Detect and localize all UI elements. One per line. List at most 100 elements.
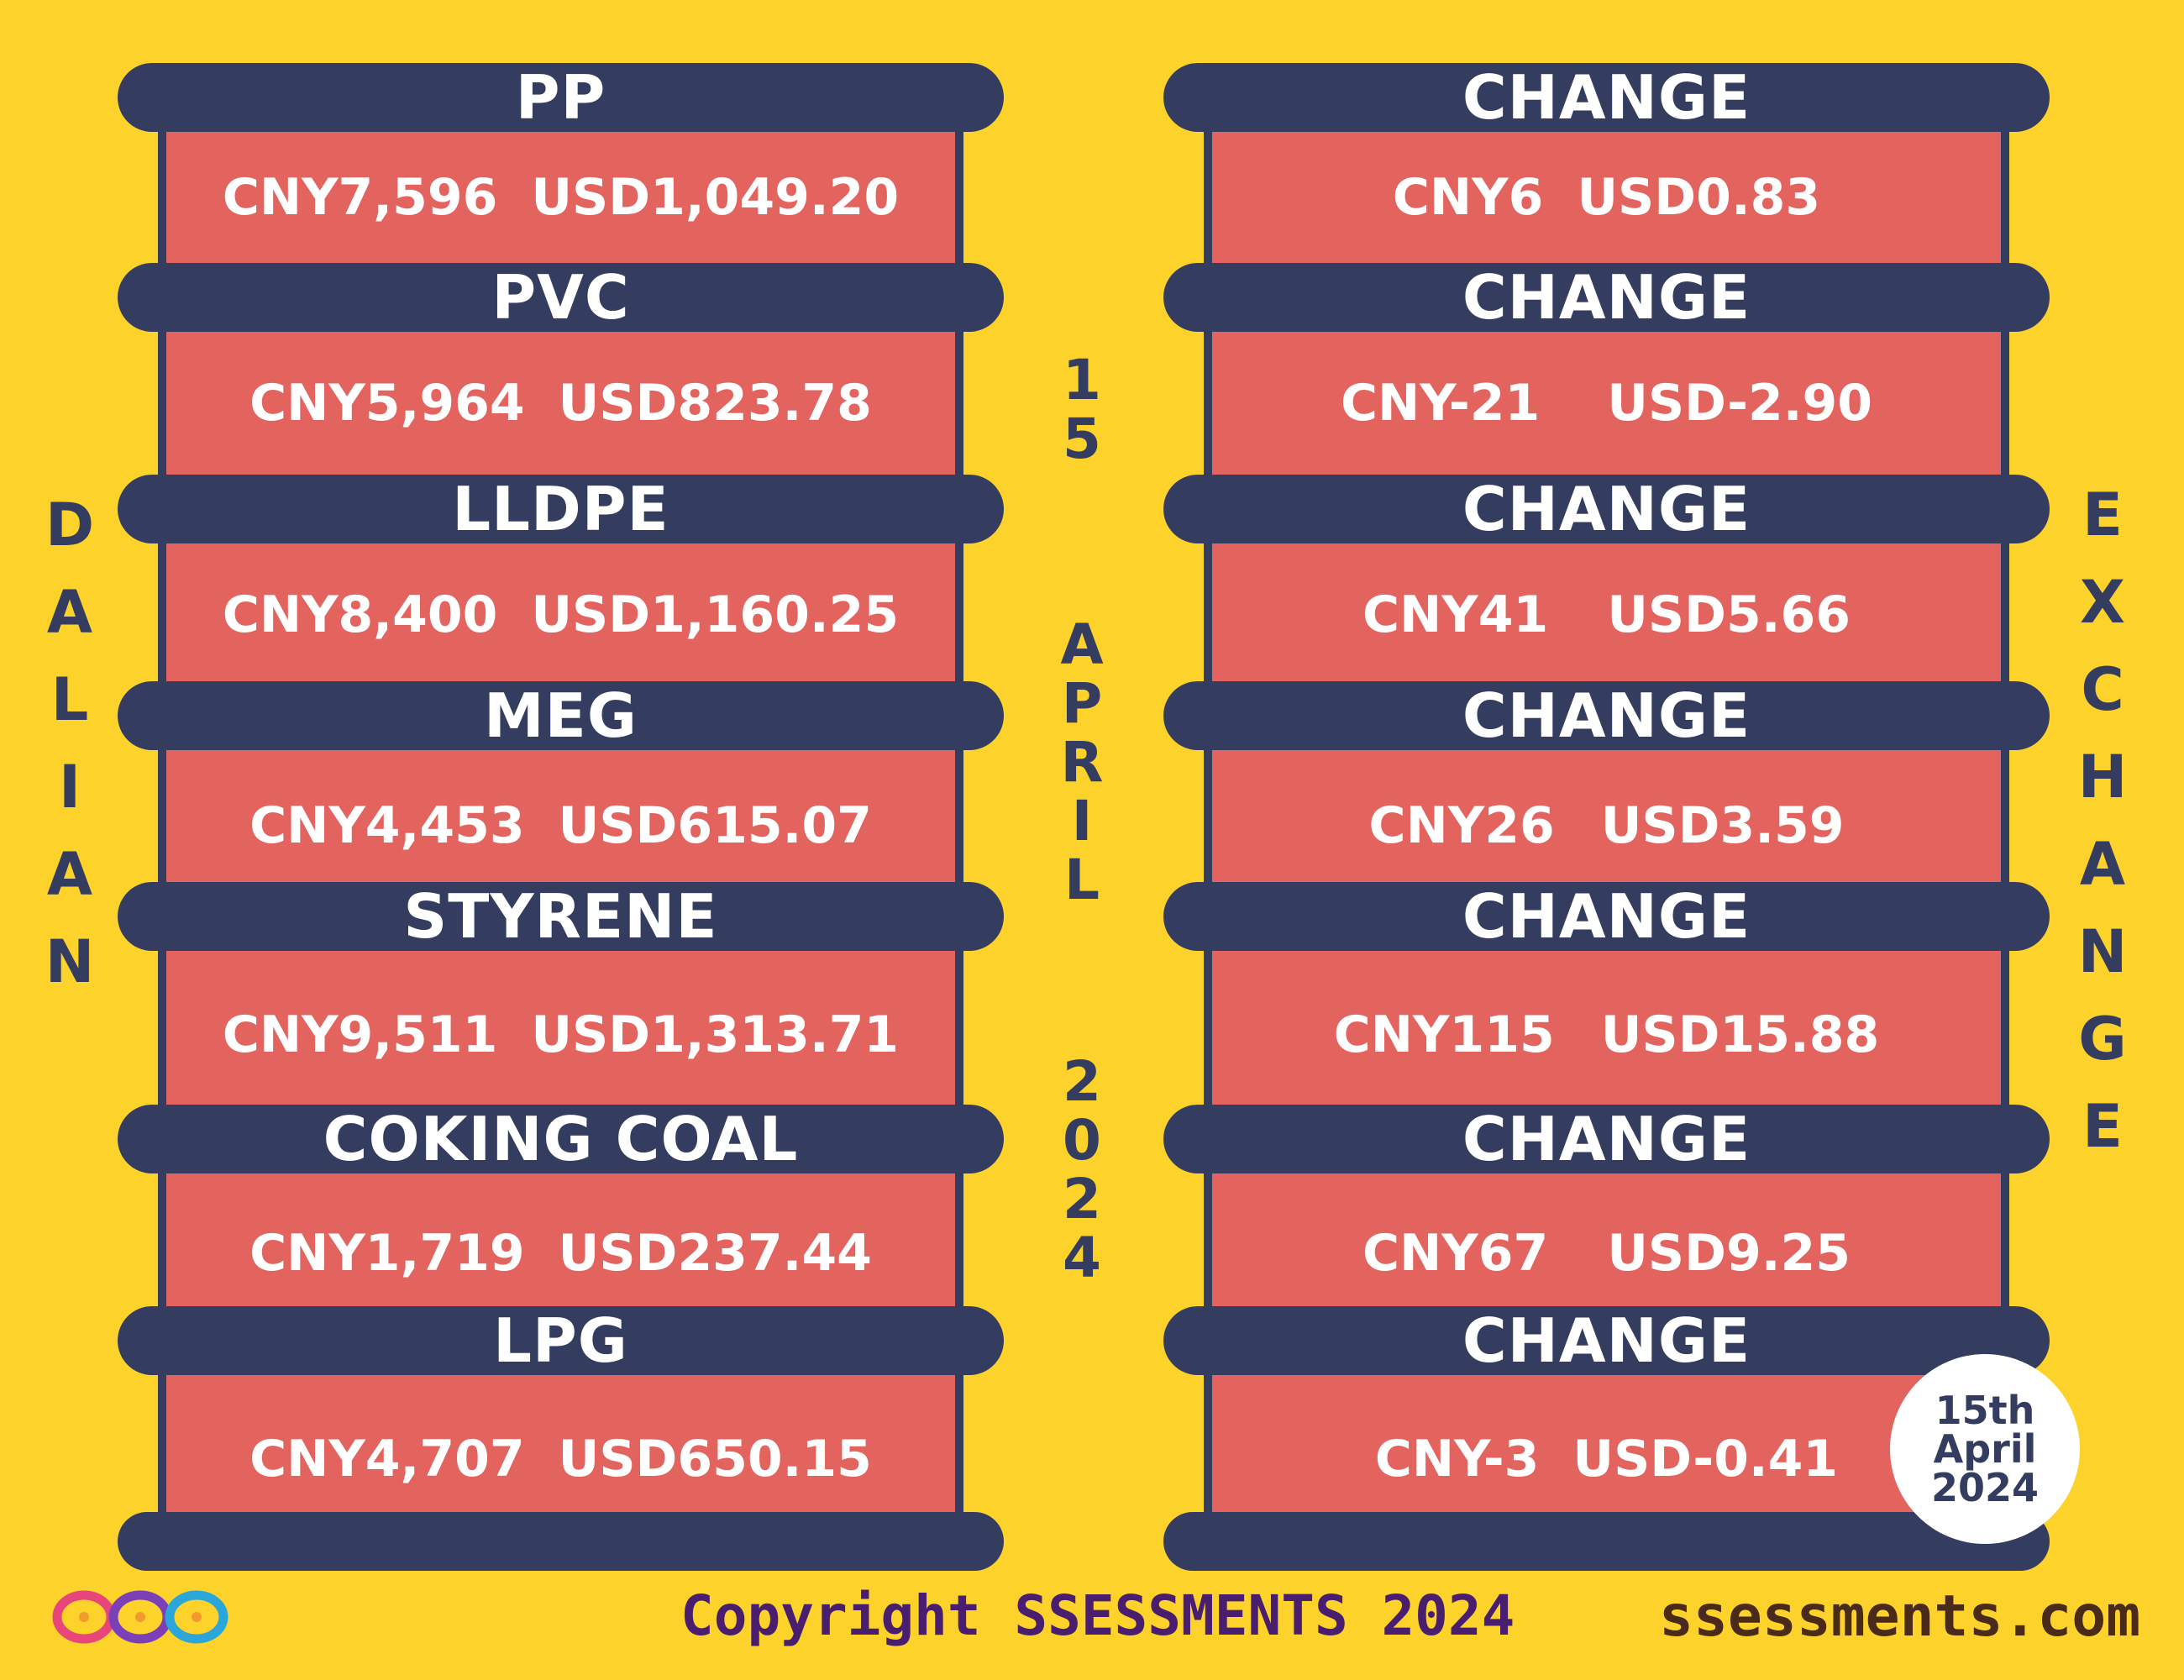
- price-cny: CNY8,400: [222, 585, 498, 644]
- commodity-header-meg: MEG: [118, 680, 1004, 751]
- change-label: CHANGE: [1462, 881, 1751, 952]
- vertical-letter: A: [46, 578, 93, 647]
- date-char: I: [1071, 789, 1093, 853]
- date-char: 2: [1063, 1049, 1101, 1114]
- change-header: CHANGE: [1163, 680, 2050, 751]
- change-header: CHANGE: [1163, 262, 2050, 333]
- price-usd: USD1,313.71: [531, 1005, 900, 1064]
- commodity-header-coking-coal: COKING COAL: [118, 1104, 1004, 1174]
- vertical-letter: H: [2077, 743, 2128, 811]
- commodity-header-lldpe: LLDPE: [118, 474, 1004, 544]
- ssessments-logo-icon: [52, 1590, 228, 1644]
- commodity-name: STYRENE: [403, 881, 718, 952]
- price-panel-styrene: CNY9,511 USD1,313.71: [158, 934, 963, 1136]
- date-char: A: [1060, 612, 1104, 677]
- vertical-letter: E: [2082, 480, 2123, 549]
- change-panel-styrene: CNY115 USD15.88: [1204, 934, 2009, 1136]
- price-cny: CNY4,707: [249, 1430, 525, 1488]
- price-cny: CNY4,453: [249, 796, 525, 855]
- change-label: CHANGE: [1462, 1305, 1751, 1376]
- vertical-letter: X: [2080, 568, 2125, 637]
- commodity-name: PP: [515, 62, 606, 133]
- commodity-name: LLDPE: [452, 474, 669, 544]
- date-char: 4: [1063, 1226, 1101, 1290]
- change-label: CHANGE: [1462, 62, 1751, 133]
- change-usd: USD15.88: [1600, 1005, 1880, 1064]
- price-usd: USD1,160.25: [531, 585, 900, 644]
- price-cny: CNY9,511: [222, 1005, 498, 1064]
- change-panel-lldpe: CNY41 USD5.66: [1204, 527, 2009, 703]
- change-usd: USD0.83: [1577, 168, 1821, 227]
- change-usd: USD-0.41: [1572, 1430, 1839, 1488]
- price-panel-lldpe: CNY8,400 USD1,160.25: [158, 527, 963, 703]
- price-cny: CNY1,719: [249, 1224, 525, 1283]
- change-cny: CNY-21: [1340, 374, 1541, 433]
- price-cny: CNY5,964: [249, 374, 525, 433]
- price-cny: CNY7,596: [222, 168, 498, 227]
- price-panel-pvc: CNY5,964 USD823.78: [158, 315, 963, 491]
- change-header: CHANGE: [1163, 474, 2050, 544]
- change-panel-pvc: CNY-21 USD-2.90: [1204, 315, 2009, 491]
- date-char: 5: [1063, 407, 1101, 471]
- price-usd: USD1,049.20: [531, 168, 900, 227]
- vertical-letter: E: [2082, 1092, 2123, 1161]
- vertical-letter: C: [2081, 655, 2124, 724]
- price-usd: USD237.44: [558, 1224, 872, 1283]
- vertical-letter: N: [45, 927, 95, 996]
- price-usd: USD823.78: [558, 374, 872, 433]
- change-cny: CNY67: [1362, 1224, 1549, 1283]
- date-char: R: [1060, 730, 1104, 795]
- change-label: CHANGE: [1462, 262, 1751, 333]
- commodity-header-pp: PP: [118, 62, 1004, 133]
- change-header: CHANGE: [1163, 1305, 2050, 1376]
- column-footer-bar: [118, 1512, 1004, 1571]
- column-footer-bar: [1163, 1512, 2050, 1571]
- change-panel-pp: CNY6 USD0.83: [1204, 113, 2009, 281]
- vertical-letter: A: [2079, 830, 2126, 899]
- website-link[interactable]: ssessments.com: [1659, 1583, 2141, 1650]
- price-usd: USD650.15: [558, 1430, 872, 1488]
- change-label: CHANGE: [1462, 1104, 1751, 1174]
- change-header: CHANGE: [1163, 881, 2050, 952]
- date-char: 0: [1063, 1108, 1101, 1173]
- change-header: CHANGE: [1163, 62, 2050, 133]
- change-usd: USD-2.90: [1607, 374, 1873, 433]
- vertical-letter: N: [2077, 917, 2128, 986]
- commodity-name: MEG: [484, 680, 638, 751]
- commodity-name: LPG: [493, 1305, 628, 1376]
- copyright-text: Copyright SSESSMENTS 2024: [680, 1583, 1515, 1648]
- commodity-header-pvc: PVC: [118, 262, 1004, 333]
- badge-month: April: [1933, 1426, 2037, 1472]
- badge-day: 15th: [1935, 1388, 2035, 1433]
- badge-year: 2024: [1930, 1465, 2040, 1510]
- price-usd: USD615.07: [558, 796, 872, 855]
- change-cny: CNY26: [1368, 796, 1555, 855]
- change-label: CHANGE: [1462, 474, 1751, 544]
- commodity-name: COKING COAL: [323, 1104, 799, 1174]
- date-char: 2: [1063, 1167, 1101, 1231]
- change-cny: CNY115: [1333, 1005, 1555, 1064]
- change-cny: CNY41: [1362, 585, 1549, 644]
- vertical-letter: A: [46, 840, 93, 909]
- date-char: 1: [1063, 348, 1101, 412]
- change-cny: CNY-3: [1374, 1430, 1540, 1488]
- vertical-letter: D: [45, 491, 95, 559]
- commodity-header-styrene: STYRENE: [118, 881, 1004, 952]
- change-usd: USD5.66: [1607, 585, 1851, 644]
- commodity-name: PVC: [491, 262, 630, 333]
- change-usd: USD3.59: [1600, 796, 1845, 855]
- date-badge: 15th April 2024: [1890, 1354, 2080, 1544]
- date-char: P: [1061, 671, 1103, 736]
- date-char: L: [1063, 848, 1100, 912]
- change-label: CHANGE: [1462, 680, 1751, 751]
- change-header: CHANGE: [1163, 1104, 2050, 1174]
- vertical-letter: G: [2078, 1005, 2127, 1074]
- vertical-letter: I: [58, 753, 81, 822]
- price-panel-pp: CNY7,596 USD1,049.20: [158, 113, 963, 281]
- commodity-header-lpg: LPG: [118, 1305, 1004, 1376]
